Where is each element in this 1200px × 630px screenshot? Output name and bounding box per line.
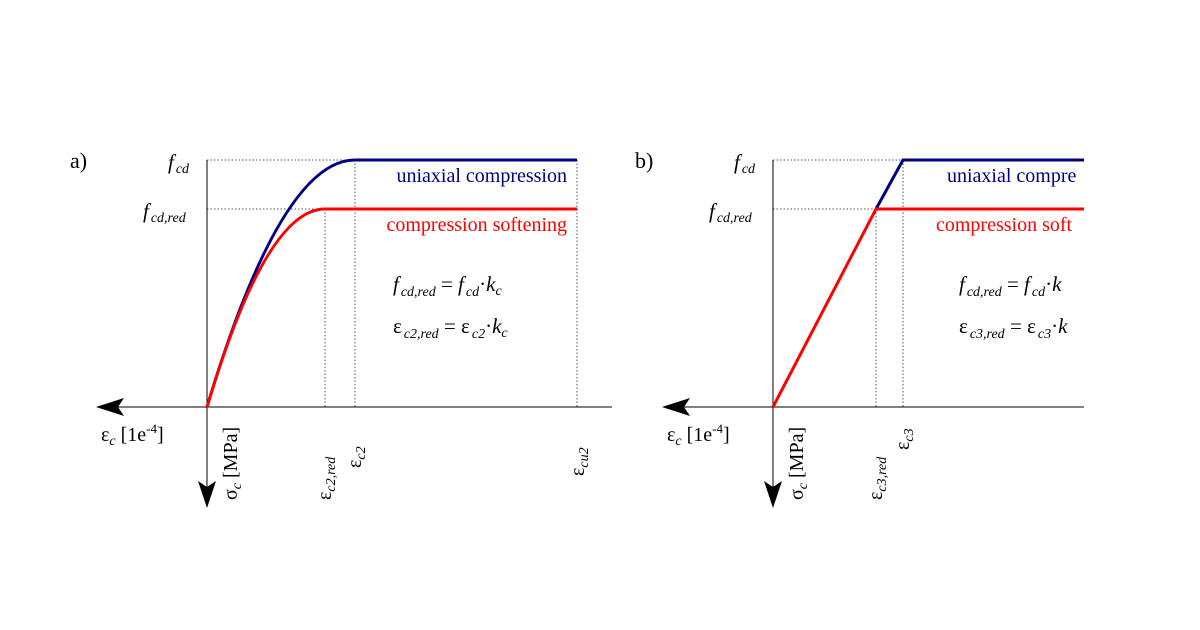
legend-uniaxial: uniaxial compression xyxy=(396,165,567,187)
tick-eps-c3-red: εc3,red xyxy=(865,456,890,500)
panel-b-guides xyxy=(773,159,904,407)
equation-fcd-red: f cd,red = f cd·kc xyxy=(393,272,502,300)
tick-eps-cu2: εcu2 xyxy=(567,447,592,476)
panel-b-clipped-text: uniaxial compre compression soft f cd,red… xyxy=(936,165,1077,342)
legend-softening: compression soft xyxy=(936,214,1073,236)
x-axis-arrow xyxy=(662,398,690,416)
y-axis-label: σc [MPa] xyxy=(220,427,245,500)
uniaxial-curve xyxy=(205,158,577,408)
y-axis-arrow xyxy=(198,481,216,508)
fcd-label: f cd xyxy=(734,150,756,177)
y-axis-arrow xyxy=(764,481,782,508)
legend-uniaxial: uniaxial compre xyxy=(947,165,1077,187)
softening-curve xyxy=(205,207,577,408)
panel-a: a) f cd f cd,red uniaxial compression comp… xyxy=(70,148,612,508)
tick-eps-c2-red: εc2,red xyxy=(314,456,339,500)
legend-softening: compression softening xyxy=(386,214,567,236)
equation-eps-red: ε c3,red = ε c3·k xyxy=(959,314,1068,342)
equation-fcd-red: f cd,red = f cd·k xyxy=(959,272,1062,300)
fcd-red-label: f cd,red xyxy=(143,199,187,226)
tick-eps-c3: εc3 xyxy=(892,428,917,450)
fcd-label: f cd xyxy=(168,150,190,177)
panel-a-label: a) xyxy=(70,148,87,173)
uniaxial-curve xyxy=(874,158,1084,210)
equation-eps-red: ε c2,red = ε c2·kc xyxy=(393,314,508,342)
panel-b-label: b) xyxy=(635,148,653,173)
x-axis-label: εc [1e-4] xyxy=(101,421,164,449)
y-axis-label: σc [MPa] xyxy=(786,427,811,500)
panel-a-guides xyxy=(207,159,578,407)
softening-curve xyxy=(771,207,1084,408)
tick-eps-c2: εc2 xyxy=(344,446,369,468)
panel-b: b) f cd f cd,red uniaxial compre compress xyxy=(635,148,1084,508)
x-axis-arrow xyxy=(96,398,124,416)
fcd-red-label: f cd,red xyxy=(709,199,753,226)
x-axis-label: εc [1e-4] xyxy=(667,421,730,449)
